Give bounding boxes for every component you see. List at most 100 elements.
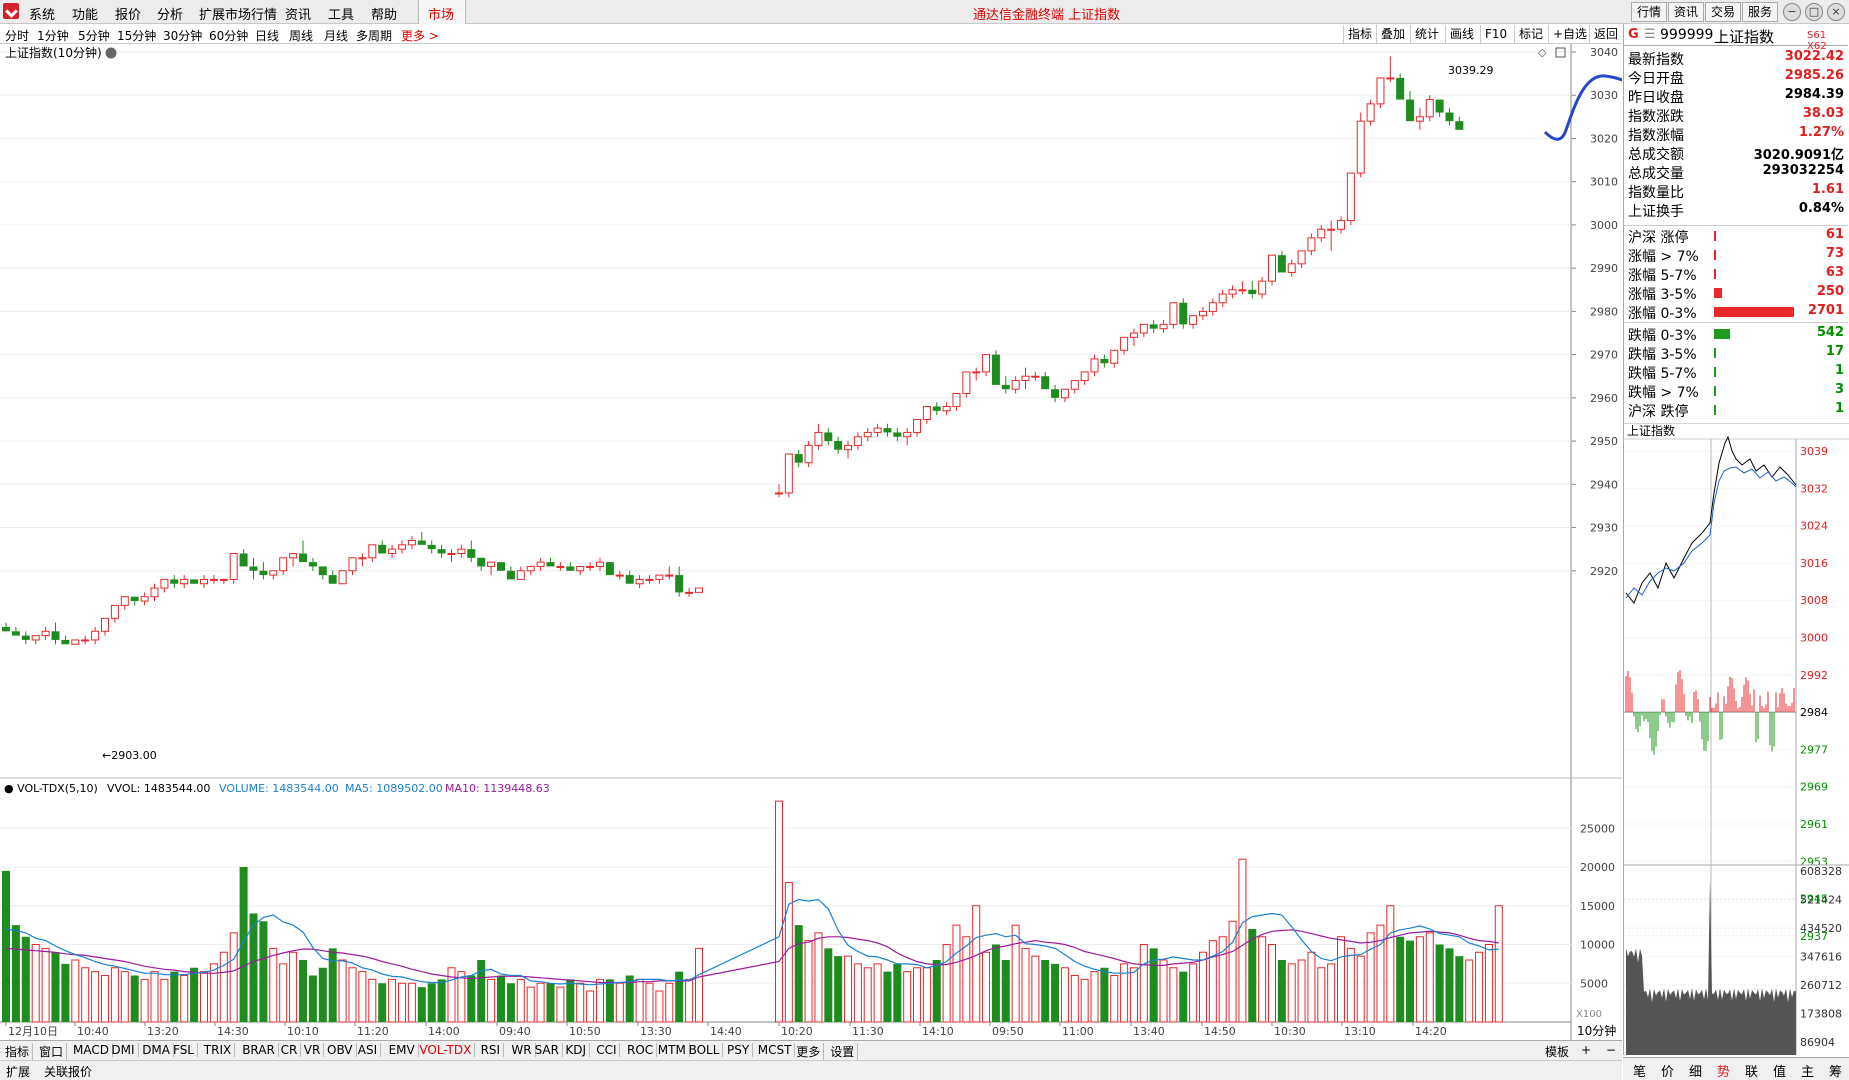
indicator-tab-cci[interactable]: CCI bbox=[596, 1043, 621, 1057]
top-button-service[interactable]: 服务 bbox=[1742, 2, 1778, 22]
menu-help[interactable]: 帮助 bbox=[371, 8, 398, 23]
volume-bar bbox=[566, 979, 575, 1022]
candle bbox=[883, 423, 892, 437]
volume-bars bbox=[2, 800, 1503, 1023]
indicator-tab-obv[interactable]: OBV bbox=[327, 1043, 357, 1057]
menu-quote[interactable]: 报价 bbox=[115, 8, 142, 23]
indicator-tab-roc[interactable]: ROC bbox=[627, 1043, 658, 1057]
maximize-button[interactable]: □ bbox=[1805, 3, 1823, 21]
period-day[interactable]: 日线 bbox=[255, 29, 280, 43]
period-more[interactable]: 更多 > bbox=[401, 29, 439, 43]
right-tab-7[interactable]: 筹 bbox=[1829, 1065, 1843, 1080]
right-tab-0[interactable]: 笔 bbox=[1633, 1065, 1647, 1080]
indicator-tab-trix[interactable]: TRIX bbox=[204, 1043, 236, 1057]
remove-pane-button[interactable]: − bbox=[1606, 1043, 1617, 1057]
template-button[interactable]: 模板 bbox=[1545, 1045, 1570, 1059]
candle bbox=[388, 544, 397, 558]
volume-bar bbox=[1021, 947, 1030, 1023]
indicator-tab-vr[interactable]: VR bbox=[304, 1043, 325, 1057]
mini-intraday-chart[interactable]: 上证指数 3039 3032 3024 3016 3008 3000 2992 2984 2977… bbox=[1624, 423, 1849, 1055]
right-tab-1[interactable]: 价 bbox=[1661, 1065, 1675, 1080]
indicator-tab-0[interactable]: 指标 bbox=[5, 1043, 34, 1060]
top-button-quotes[interactable]: 行情 bbox=[1631, 2, 1667, 22]
volume-bar bbox=[249, 913, 258, 1022]
period-multi[interactable]: 多周期 bbox=[356, 29, 393, 43]
indicator-tab-cr[interactable]: CR bbox=[281, 1043, 302, 1057]
tool-add-watchlist[interactable]: +自选 bbox=[1548, 25, 1591, 43]
time-tick-label: 14:20 bbox=[1415, 1025, 1447, 1038]
indicator-tab-sar[interactable]: SAR bbox=[535, 1043, 563, 1057]
pane-toggle-icon[interactable] bbox=[1555, 47, 1566, 58]
chart-options-icon[interactable] bbox=[105, 47, 117, 59]
indicator-tab-brar[interactable]: BRAR bbox=[242, 1043, 279, 1057]
period-week[interactable]: 周线 bbox=[289, 29, 314, 43]
volume-bar bbox=[1366, 932, 1375, 1023]
indicator-tab-fsl[interactable]: FSL bbox=[173, 1043, 198, 1057]
candle bbox=[1346, 172, 1355, 225]
menu-function[interactable]: 功能 bbox=[72, 8, 99, 23]
tool-indicator[interactable]: 指标 bbox=[1343, 25, 1376, 43]
right-tab-6[interactable]: 主 bbox=[1801, 1065, 1815, 1080]
volume-bar bbox=[1070, 975, 1079, 1023]
menu-news[interactable]: 资讯 bbox=[285, 8, 312, 23]
top-button-news[interactable]: 资讯 bbox=[1668, 2, 1704, 22]
menu-system[interactable]: 系统 bbox=[29, 8, 56, 23]
indicator-tab-boll[interactable]: BOLL bbox=[689, 1043, 724, 1057]
indicator-tab-emv[interactable]: EMV bbox=[389, 1043, 419, 1057]
breadth-row: 涨幅 0-3% 2701 bbox=[1624, 302, 1848, 322]
volume-bar bbox=[81, 967, 90, 1023]
menu-tools[interactable]: 工具 bbox=[328, 8, 355, 23]
tool-statistics[interactable]: 统计 bbox=[1410, 25, 1443, 43]
menu-analysis[interactable]: 分析 bbox=[157, 8, 184, 23]
menu-bar: 系统 功能 报价 分析 扩展市场行情 资讯 工具 帮助 市场 通达信金融终端 上… bbox=[0, 0, 1849, 24]
period-30min[interactable]: 30分钟 bbox=[163, 29, 203, 43]
indicator-tab-kdj[interactable]: KDJ bbox=[565, 1043, 591, 1057]
indicator-tab-24[interactable]: 更多 bbox=[796, 1043, 825, 1060]
right-tab-4[interactable]: 联 bbox=[1745, 1065, 1759, 1080]
diamond-icon[interactable]: ◇ bbox=[1538, 46, 1547, 59]
indicator-tab-mtm[interactable]: MTM bbox=[658, 1043, 690, 1057]
period-tick[interactable]: 分时 bbox=[5, 29, 30, 43]
volume-bar bbox=[1179, 971, 1188, 1022]
indicator-tab-psy[interactable]: PSY bbox=[727, 1043, 754, 1057]
period-15min[interactable]: 15分钟 bbox=[117, 29, 157, 43]
indicator-tab-1[interactable]: 窗口 bbox=[39, 1043, 68, 1060]
add-pane-button[interactable]: + bbox=[1581, 1043, 1592, 1057]
mini-price-tick: 3008 bbox=[1800, 594, 1828, 607]
period-month[interactable]: 月线 bbox=[324, 29, 349, 43]
volume-bar bbox=[814, 932, 823, 1023]
period-1min[interactable]: 1分钟 bbox=[37, 29, 69, 43]
volume-bar bbox=[487, 978, 496, 1023]
right-tab-5[interactable]: 值 bbox=[1773, 1065, 1787, 1080]
menu-market[interactable]: 市场 bbox=[428, 8, 455, 23]
indicator-tab-dmi[interactable]: DMI bbox=[111, 1043, 139, 1057]
tool-overlay[interactable]: 叠加 bbox=[1376, 25, 1409, 43]
tab-related-quotes[interactable]: 关联报价 bbox=[44, 1065, 93, 1079]
right-tab-2[interactable]: 细 bbox=[1689, 1065, 1703, 1080]
close-button[interactable]: × bbox=[1827, 3, 1845, 21]
tool-drawline[interactable]: 画线 bbox=[1445, 25, 1478, 43]
right-tab-3[interactable]: 势 bbox=[1717, 1065, 1731, 1080]
indicator-tab-mcst[interactable]: MCST bbox=[758, 1043, 796, 1057]
indicator-tab-asi[interactable]: ASI bbox=[358, 1043, 382, 1057]
volume-bar bbox=[427, 983, 436, 1022]
tool-f10[interactable]: F10 bbox=[1480, 25, 1511, 43]
indicator-tab-voltdx[interactable]: VOL-TDX bbox=[419, 1043, 476, 1057]
chart-area[interactable]: 3040 3030 3020 3010 3000 2990 2980 2970 2960 2950… bbox=[0, 44, 1622, 1040]
top-button-trade[interactable]: 交易 bbox=[1705, 2, 1741, 22]
minimize-button[interactable]: − bbox=[1783, 3, 1801, 21]
period-5min[interactable]: 5分钟 bbox=[78, 29, 110, 43]
period-60min[interactable]: 60分钟 bbox=[209, 29, 249, 43]
tool-mark[interactable]: 标记 bbox=[1514, 25, 1547, 43]
volume-bar bbox=[1317, 967, 1326, 1023]
tool-back[interactable]: 返回 bbox=[1589, 25, 1622, 43]
indicator-tab-wr[interactable]: WR bbox=[511, 1043, 536, 1057]
indicator-tab-macd[interactable]: MACD bbox=[73, 1043, 113, 1057]
indicator-tab-25[interactable]: 设置 bbox=[830, 1043, 859, 1060]
indicator-tab-dma[interactable]: DMA bbox=[142, 1043, 174, 1057]
quote-row: 指数量比 1.61 bbox=[1624, 181, 1848, 201]
menu-extended-market[interactable]: 扩展市场行情 bbox=[199, 8, 278, 23]
indicator-tab-rsi[interactable]: RSI bbox=[481, 1043, 505, 1057]
tab-extension[interactable]: 扩展 bbox=[6, 1065, 31, 1079]
list-icon[interactable]: ☰ bbox=[1644, 27, 1656, 42]
